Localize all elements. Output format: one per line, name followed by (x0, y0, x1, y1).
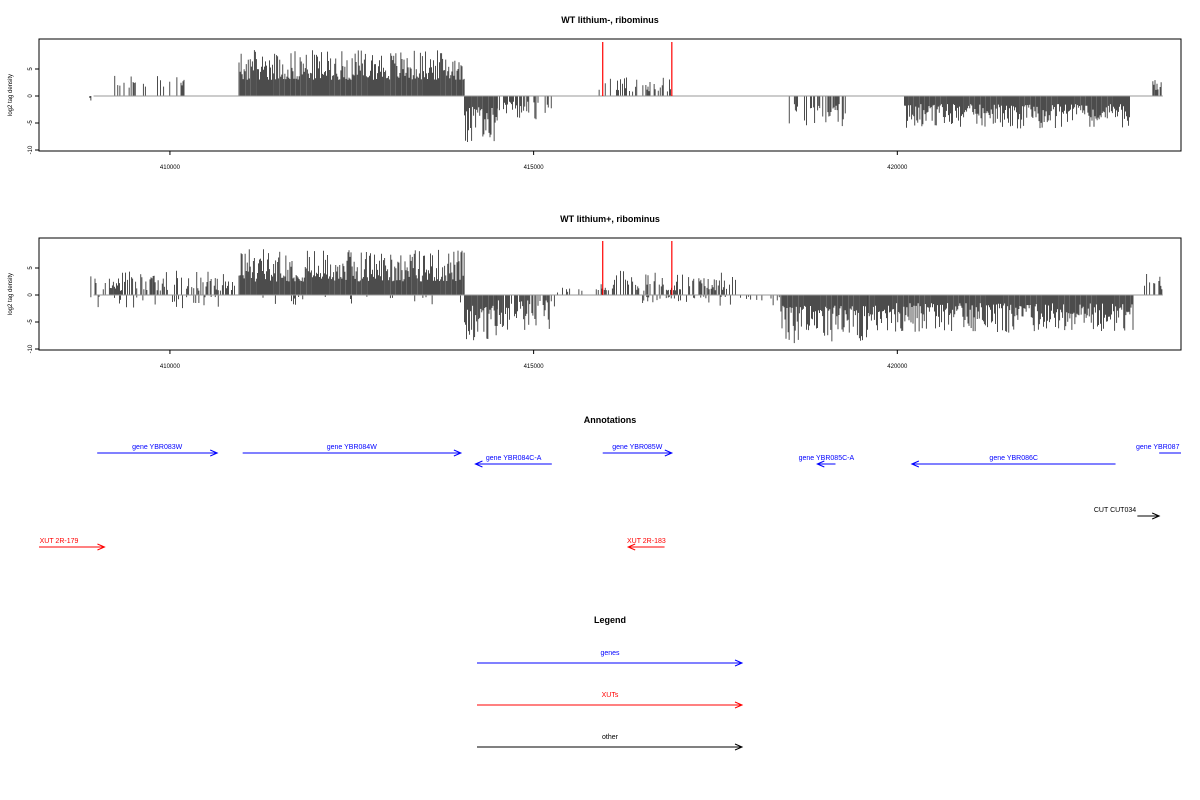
y-tick-label: 5 (28, 67, 34, 71)
x-tick-label: 410000 (160, 364, 181, 370)
plot-frame (38, 38, 1182, 152)
x-tick-label: 410000 (160, 165, 181, 171)
y-tick-label: -10 (28, 344, 34, 353)
annotation-feature: gene YBR085W (602, 444, 674, 457)
legend-label: genes (600, 650, 620, 657)
arrow-head (626, 543, 636, 551)
x-tick-label: 420000 (887, 165, 908, 171)
annotation-feature: gene YBR084C-A (474, 455, 552, 468)
legend-entry: other (477, 734, 744, 751)
arrow-head (1151, 512, 1161, 520)
y-tick-label: 0 (28, 293, 34, 297)
feature-label: gene YBR086C (989, 455, 1038, 462)
arrow-head (474, 460, 483, 468)
legend-title: Legend (594, 615, 626, 625)
track-panel-lithium-plus: WT lithium+, ribominus log2 tag density … (8, 214, 1182, 370)
annotations-track: Annotations gene YBR083W gene YBR084Wgene… (39, 415, 1181, 551)
x-tick-label: 420000 (887, 364, 908, 370)
y-tick-label: -10 (28, 145, 34, 154)
annotation-feature: XUT 2R-183 (626, 538, 666, 551)
feature-label: gene YBR083W (132, 444, 182, 451)
legend-entry: genes (477, 650, 744, 667)
annotation-features: gene YBR083W gene YBR084W gene YBR084C-A ge… (39, 444, 1181, 551)
annotation-feature: gene YBR085C-A (799, 455, 855, 468)
annotations-title: Annotations (584, 415, 637, 425)
y-tick-label: -5 (28, 319, 34, 325)
track-title: WT lithium+, ribominus (560, 214, 660, 224)
track-panel-lithium-minus: WT lithium-, ribominus log2 tag density … (8, 15, 1182, 171)
legend-arrow-head (734, 743, 744, 751)
marker-lines (602, 42, 673, 96)
feature-label: gene YBR085W (612, 444, 662, 451)
x-tick-label: 415000 (524, 364, 545, 370)
arrow-head (453, 449, 463, 457)
feature-label: CUT CUT034 (1094, 507, 1136, 514)
y-tick-label: -5 (28, 120, 34, 126)
feature-label: XUT 2R-183 (627, 538, 666, 545)
feature-label: gene YBR087 (1136, 444, 1180, 451)
annotation-feature: CUT CUT034 (1094, 507, 1161, 520)
y-tick-label: 5 (28, 266, 34, 270)
arrow-head (664, 449, 674, 457)
feature-label: gene YBR085C-A (799, 455, 855, 462)
arrow-head (910, 460, 920, 468)
signal-bars (90, 249, 1163, 344)
axes: -10 -5 0 5 410000 415000 420000 (28, 67, 1163, 171)
legend-label: other (602, 734, 619, 741)
axes: -10 -5 0 5 410000 415000 420000 (28, 266, 1163, 370)
arrow-head (816, 460, 825, 468)
annotation-feature: gene YBR083W (97, 444, 219, 457)
legend-label: XUTs (602, 692, 619, 699)
legend-entries: genes XUTs other (477, 650, 744, 751)
legend-arrow-head (734, 659, 744, 667)
track-title: WT lithium-, ribominus (561, 15, 659, 25)
annotation-feature: gene YBR086C (910, 455, 1116, 468)
marker-lines (602, 241, 673, 295)
legend-entry: XUTs (477, 692, 744, 709)
feature-label: gene YBR084C-A (486, 455, 542, 462)
feature-label: XUT 2R-179 (40, 538, 79, 545)
arrow-head (97, 543, 106, 551)
x-tick-label: 415000 (524, 165, 545, 171)
y-tick-label: 0 (28, 94, 34, 98)
feature-label: gene YBR084W (327, 444, 377, 451)
signal-bars (89, 50, 1162, 142)
annotation-feature: gene YBR087 (1136, 444, 1181, 454)
plot-frame (38, 237, 1182, 351)
y-axis-label: log2 tag density (8, 273, 14, 315)
arrow-head (210, 449, 219, 457)
annotation-feature: XUT 2R-179 (39, 538, 106, 551)
legend-arrow-head (734, 701, 744, 709)
y-axis-label: log2 tag density (8, 74, 14, 116)
legend: Legend genes XUTs other (477, 615, 744, 751)
annotation-feature: gene YBR084W (242, 444, 463, 457)
